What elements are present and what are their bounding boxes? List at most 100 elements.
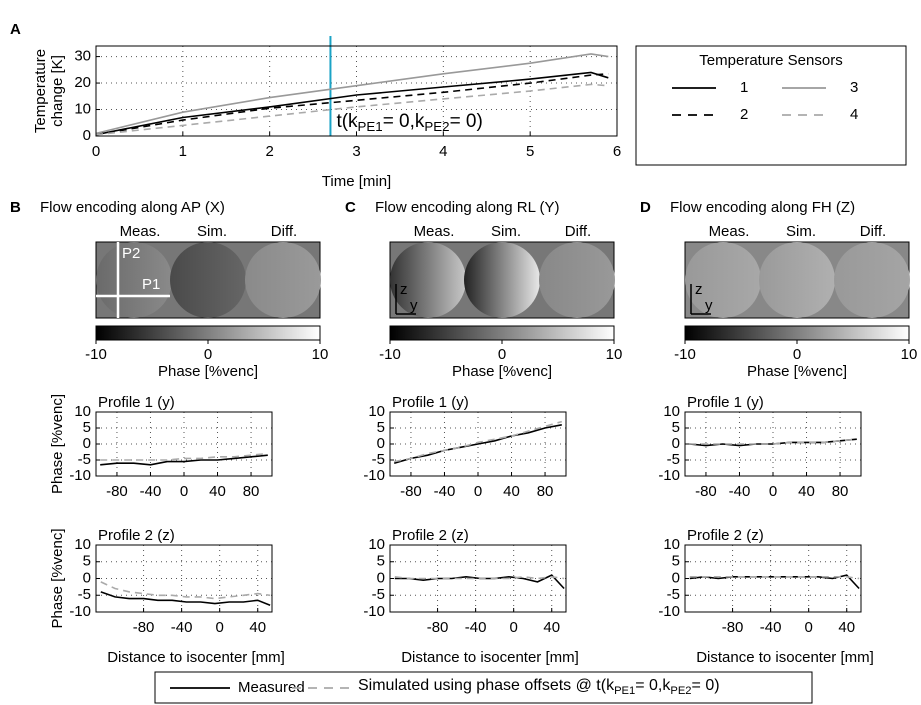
y-tick-label: -5 bbox=[78, 586, 91, 603]
chart-title: Profile 2 (z) bbox=[98, 527, 175, 544]
y-tick-label: 10 bbox=[368, 403, 385, 420]
y-tick-label: -5 bbox=[667, 586, 680, 603]
image-sim bbox=[170, 242, 246, 318]
x-tick-label: 80 bbox=[537, 483, 554, 500]
x-tick-label: 0 bbox=[92, 143, 100, 160]
y-tick-label: -10 bbox=[69, 467, 91, 484]
colorbar bbox=[96, 326, 320, 340]
text-part: Simulated using phase offsets @ t(k bbox=[358, 677, 615, 694]
plot-area bbox=[96, 412, 272, 476]
text-part: = 0,k bbox=[635, 677, 671, 694]
x-tick-label: 6 bbox=[613, 143, 621, 160]
colorbar-label: Phase [%venc] bbox=[452, 363, 552, 380]
chart-title: Profile 1 (y) bbox=[98, 394, 175, 411]
y-axis-label: Phase [%venc] bbox=[49, 528, 66, 628]
image-diff bbox=[834, 242, 910, 318]
marker-label: P2 bbox=[122, 245, 140, 262]
x-tick-label: -40 bbox=[465, 619, 487, 636]
x-tick-label: 0 bbox=[216, 619, 224, 636]
colorbar-tick-label: 0 bbox=[498, 346, 506, 363]
image-label: Diff. bbox=[860, 223, 886, 240]
y-tick-label: 5 bbox=[672, 553, 680, 570]
text-part: = 0) bbox=[692, 677, 720, 694]
y-tick-label: 10 bbox=[663, 536, 680, 553]
x-tick-label: -40 bbox=[760, 619, 782, 636]
y-tick-label: 10 bbox=[368, 536, 385, 553]
y-tick-label: -10 bbox=[69, 603, 91, 620]
x-tick-label: 4 bbox=[439, 143, 447, 160]
y-tick-label: 0 bbox=[672, 569, 680, 586]
x-tick-label: 0 bbox=[180, 483, 188, 500]
y-tick-label: 5 bbox=[83, 553, 91, 570]
x-tick-label: 40 bbox=[249, 619, 266, 636]
y-tick-label: -10 bbox=[363, 467, 385, 484]
y-tick-label: 0 bbox=[83, 127, 91, 144]
colorbar-tick-label: 10 bbox=[312, 346, 329, 363]
panel-label: D bbox=[640, 199, 651, 216]
x-tick-label: -80 bbox=[695, 483, 717, 500]
colorbar-tick-label: -10 bbox=[379, 346, 401, 363]
y-tick-label: 20 bbox=[74, 74, 91, 91]
x-tick-label: 2 bbox=[265, 143, 273, 160]
y-tick-label: -10 bbox=[658, 603, 680, 620]
y-axis-label: change [K] bbox=[49, 55, 66, 127]
x-tick-label: -40 bbox=[434, 483, 456, 500]
axis-marker: y bbox=[705, 297, 713, 314]
y-tick-label: 30 bbox=[74, 48, 91, 65]
y-tick-label: 0 bbox=[377, 435, 385, 452]
image-label: Diff. bbox=[271, 223, 297, 240]
x-tick-label: 40 bbox=[503, 483, 520, 500]
y-tick-label: -5 bbox=[372, 586, 385, 603]
x-tick-label: -80 bbox=[400, 483, 422, 500]
image-label: Diff. bbox=[565, 223, 591, 240]
axis-marker: z bbox=[400, 281, 408, 298]
subscript: PE1 bbox=[614, 685, 635, 697]
panel-label: A bbox=[10, 21, 21, 38]
panel-title: Flow encoding along FH (Z) bbox=[670, 199, 855, 216]
chart-title: Profile 1 (y) bbox=[687, 394, 764, 411]
text-part: t(k bbox=[336, 111, 358, 132]
y-tick-label: 5 bbox=[83, 419, 91, 436]
chart-title: Profile 2 (z) bbox=[687, 527, 764, 544]
image-label: Sim. bbox=[197, 223, 227, 240]
colorbar-tick-label: 0 bbox=[793, 346, 801, 363]
y-tick-label: 10 bbox=[74, 403, 91, 420]
axis-marker: y bbox=[410, 297, 418, 314]
y-tick-label: 10 bbox=[663, 403, 680, 420]
x-tick-label: 3 bbox=[352, 143, 360, 160]
x-tick-label: -40 bbox=[171, 619, 193, 636]
image-label: Meas. bbox=[120, 223, 161, 240]
colorbar-tick-label: -10 bbox=[674, 346, 696, 363]
x-tick-label: 0 bbox=[474, 483, 482, 500]
legend-label: 4 bbox=[850, 106, 858, 123]
x-tick-label: 1 bbox=[179, 143, 187, 160]
x-tick-label: 80 bbox=[243, 483, 260, 500]
legend-label: 2 bbox=[740, 106, 748, 123]
image-label: Meas. bbox=[414, 223, 455, 240]
y-tick-label: -10 bbox=[658, 467, 680, 484]
x-tick-label: -80 bbox=[427, 619, 449, 636]
x-axis-label: Distance to isocenter [mm] bbox=[107, 649, 285, 666]
y-tick-label: 5 bbox=[672, 419, 680, 436]
image-diff bbox=[539, 242, 615, 318]
x-tick-label: -80 bbox=[133, 619, 155, 636]
x-axis-label: Time [min] bbox=[322, 173, 391, 190]
y-tick-label: -10 bbox=[363, 603, 385, 620]
x-tick-label: -80 bbox=[722, 619, 744, 636]
colorbar-label: Phase [%venc] bbox=[747, 363, 847, 380]
subscript: PE2 bbox=[424, 119, 449, 134]
y-tick-label: -5 bbox=[667, 451, 680, 468]
subscript: PE1 bbox=[358, 119, 383, 134]
colorbar-tick-label: 10 bbox=[901, 346, 918, 363]
y-tick-label: 0 bbox=[83, 435, 91, 452]
y-tick-label: 0 bbox=[83, 569, 91, 586]
x-tick-label: 0 bbox=[805, 619, 813, 636]
y-axis-label: Phase [%venc] bbox=[49, 394, 66, 494]
colorbar bbox=[685, 326, 909, 340]
x-axis-label: Distance to isocenter [mm] bbox=[401, 649, 579, 666]
y-axis-label: Temperature bbox=[32, 49, 49, 133]
y-tick-label: 10 bbox=[74, 536, 91, 553]
image-label: Sim. bbox=[786, 223, 816, 240]
x-tick-label: -80 bbox=[106, 483, 128, 500]
y-tick-label: 5 bbox=[377, 553, 385, 570]
